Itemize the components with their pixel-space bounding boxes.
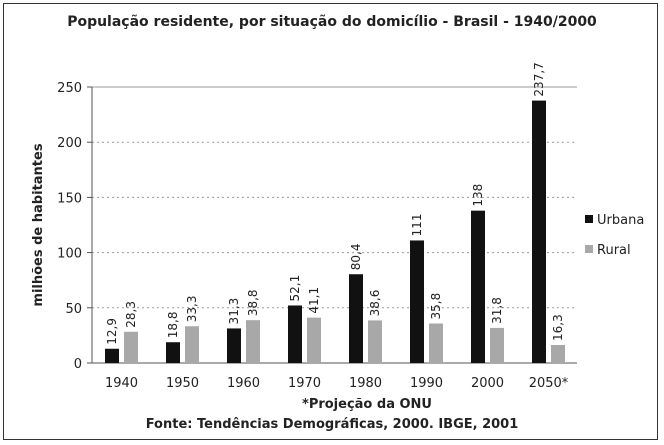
x-tick-label: 1970 <box>288 376 321 391</box>
data-label-rural: 31,8 <box>490 297 504 324</box>
bar-urbana <box>227 328 241 363</box>
legend-label-urbana: Urbana <box>597 213 644 228</box>
data-label-urbana: 18,8 <box>166 312 180 339</box>
bar-urbana <box>349 274 363 363</box>
data-label-rural: 38,8 <box>246 289 260 316</box>
data-label-urbana: 111 <box>410 214 424 237</box>
data-label-rural: 28,3 <box>124 301 138 328</box>
y-axis-label: milhões de habitantes <box>31 143 46 306</box>
bar-rural <box>246 320 260 363</box>
data-label-rural: 33,3 <box>185 296 199 323</box>
bar-rural <box>368 320 382 363</box>
y-tick-label: 50 <box>65 302 82 317</box>
bar-rural <box>490 327 504 363</box>
source-note: Fonte: Tendências Demográficas, 2000. IB… <box>146 417 519 432</box>
bar-urbana <box>288 305 302 363</box>
y-tick-label: 0 <box>74 357 82 372</box>
data-label-urbana: 138 <box>471 184 485 207</box>
data-label-urbana: 52,1 <box>288 275 302 302</box>
legend-swatch-rural <box>585 245 593 253</box>
y-tick-label: 200 <box>57 136 82 151</box>
data-label-rural: 16,3 <box>551 314 565 341</box>
x-tick-label: 1940 <box>105 376 138 391</box>
bar-urbana <box>410 240 424 363</box>
x-tick-label: 1990 <box>410 376 443 391</box>
y-tick-label: 100 <box>57 247 82 262</box>
x-tick-label: 2000 <box>471 376 504 391</box>
bar-urbana <box>471 210 485 363</box>
x-tick-label: 1960 <box>227 376 260 391</box>
data-label-rural: 38,6 <box>368 290 382 317</box>
bar-rural <box>124 331 138 363</box>
data-label-urbana: 12,9 <box>105 318 119 345</box>
data-label-urbana: 237,7 <box>532 62 546 96</box>
chart-frame <box>3 3 658 440</box>
projection-note: *Projeção da ONU <box>302 397 432 412</box>
y-tick-label: 250 <box>57 81 82 96</box>
bar-rural <box>185 326 199 363</box>
data-label-rural: 41,1 <box>307 287 321 314</box>
bar-urbana <box>166 342 180 363</box>
data-label-rural: 35,8 <box>429 293 443 320</box>
bar-urbana <box>532 100 546 364</box>
data-label-urbana: 80,4 <box>349 244 363 271</box>
bar-urbana <box>105 348 119 363</box>
x-tick-label: 1980 <box>349 376 382 391</box>
x-tick-label: 1950 <box>166 376 199 391</box>
bar-rural <box>551 345 565 363</box>
y-tick-label: 150 <box>57 191 82 206</box>
legend-swatch-urbana <box>585 215 593 223</box>
bar-rural <box>307 317 321 363</box>
legend-label-rural: Rural <box>597 243 631 258</box>
chart-title: População residente, por situação do dom… <box>67 14 597 30</box>
data-label-urbana: 31,3 <box>227 298 241 325</box>
bar-rural <box>429 323 443 363</box>
x-tick-label: 2050* <box>529 376 569 391</box>
